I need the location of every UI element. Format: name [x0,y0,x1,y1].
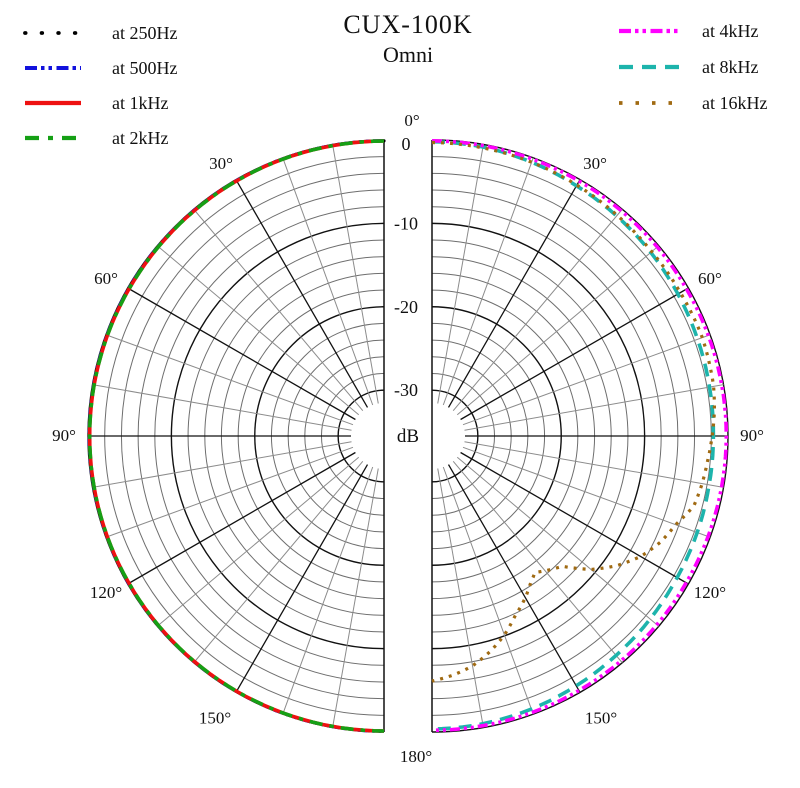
grid-spoke-right-110deg [462,446,711,538]
grid-spoke-right-120deg [460,451,689,585]
grid-spoke-left-10deg [332,144,379,404]
radial-label-0db: 0 [402,134,411,154]
grid-spoke-left-130deg [156,456,360,627]
angle-label-right-120: 120° [694,583,726,602]
grid-spoke-right-150deg [447,464,581,693]
angle-label-left-150: 150° [199,708,231,727]
grid-spoke-right-160deg [442,466,534,715]
grid-spoke-left-50deg [156,245,360,416]
grid-spoke-left-150deg [235,464,369,693]
grid-spoke-right-80deg [464,384,724,431]
grid-spoke-right-130deg [456,456,660,627]
radial-label--30db: -30 [394,380,418,400]
grid-spoke-right-170deg [437,468,484,728]
grid-spoke-left-120deg [127,451,356,585]
angle-label-left-90: 90° [52,426,76,445]
grid-spoke-left-140deg [193,460,364,664]
angle-label-left-120: 120° [90,583,122,602]
angle-label-right-30: 30° [583,154,607,173]
angle-label-right-60: 60° [698,269,722,288]
grid-spoke-right-60deg [460,287,689,421]
angle-label-180: 180° [400,747,432,766]
grid-spoke-right-140deg [452,460,623,664]
grid-spoke-left-60deg [127,287,356,421]
radial-label--10db: -10 [394,213,418,233]
grid-spoke-left-100deg [92,441,352,488]
series-curve-at-8kHz [431,139,716,731]
series-curve-at-4kHz [431,139,729,733]
grid-spoke-right-50deg [456,245,660,416]
grid-spoke-right-70deg [462,334,711,426]
grid-spoke-left-170deg [332,468,379,728]
series-curve-at-2kHz [87,139,385,733]
grid-spoke-left-20deg [282,157,374,406]
angle-label-right-90: 90° [740,426,764,445]
grid-spoke-left-70deg [105,334,354,426]
grid-spoke-right-40deg [452,208,623,412]
angle-label-0: 0° [404,111,419,130]
grid-spoke-right-30deg [447,179,581,408]
grid-spoke-left-80deg [92,384,352,431]
grid-spoke-right-10deg [437,144,484,404]
grid-spoke-left-30deg [235,179,369,408]
series-curve-at-16kHz [431,140,716,683]
grid-spoke-left-160deg [282,466,374,715]
grid-spoke-left-110deg [105,446,354,538]
grid-spoke-right-20deg [442,157,534,406]
grid-spoke-right-100deg [464,441,724,488]
grid-spoke-left-40deg [193,208,364,412]
angle-label-left-30: 30° [209,154,233,173]
radial-label--20db: -20 [394,297,418,317]
angle-label-right-150: 150° [585,708,617,727]
radial-unit-label: dB [397,426,419,447]
angle-label-left-60: 60° [94,269,118,288]
